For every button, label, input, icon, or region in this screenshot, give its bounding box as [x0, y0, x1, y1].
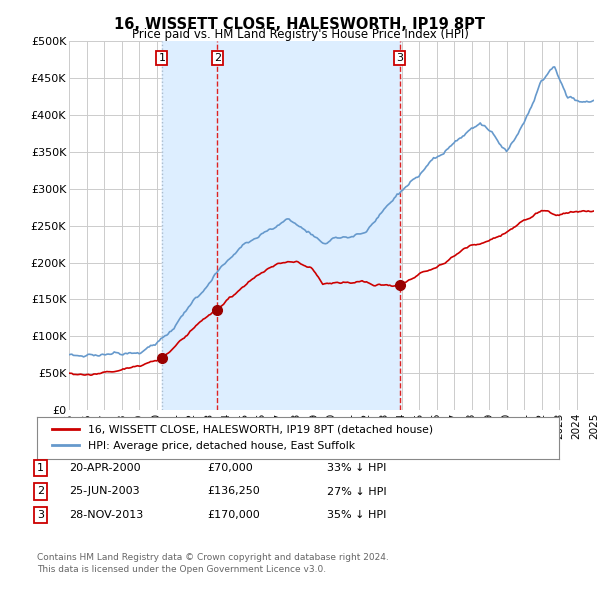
- Text: 2: 2: [37, 487, 44, 496]
- Bar: [162, 41, 400, 410]
- Text: 16, WISSETT CLOSE, HALESWORTH, IP19 8PT: 16, WISSETT CLOSE, HALESWORTH, IP19 8PT: [115, 17, 485, 31]
- Legend: 16, WISSETT CLOSE, HALESWORTH, IP19 8PT (detached house), HPI: Average price, de: 16, WISSETT CLOSE, HALESWORTH, IP19 8PT …: [48, 421, 437, 455]
- Text: 25-JUN-2003: 25-JUN-2003: [69, 487, 140, 496]
- Text: 20-APR-2000: 20-APR-2000: [69, 463, 140, 473]
- Text: 1: 1: [158, 53, 166, 63]
- Text: 1: 1: [37, 463, 44, 473]
- Text: 27% ↓ HPI: 27% ↓ HPI: [327, 487, 386, 496]
- Text: 33% ↓ HPI: 33% ↓ HPI: [327, 463, 386, 473]
- Text: Price paid vs. HM Land Registry's House Price Index (HPI): Price paid vs. HM Land Registry's House …: [131, 28, 469, 41]
- Text: £170,000: £170,000: [207, 510, 260, 520]
- Text: 3: 3: [397, 53, 403, 63]
- Text: 2: 2: [214, 53, 221, 63]
- Text: Contains HM Land Registry data © Crown copyright and database right 2024.
This d: Contains HM Land Registry data © Crown c…: [37, 553, 389, 574]
- Text: £70,000: £70,000: [207, 463, 253, 473]
- Text: 35% ↓ HPI: 35% ↓ HPI: [327, 510, 386, 520]
- Text: 3: 3: [37, 510, 44, 520]
- Text: £136,250: £136,250: [207, 487, 260, 496]
- Text: 28-NOV-2013: 28-NOV-2013: [69, 510, 143, 520]
